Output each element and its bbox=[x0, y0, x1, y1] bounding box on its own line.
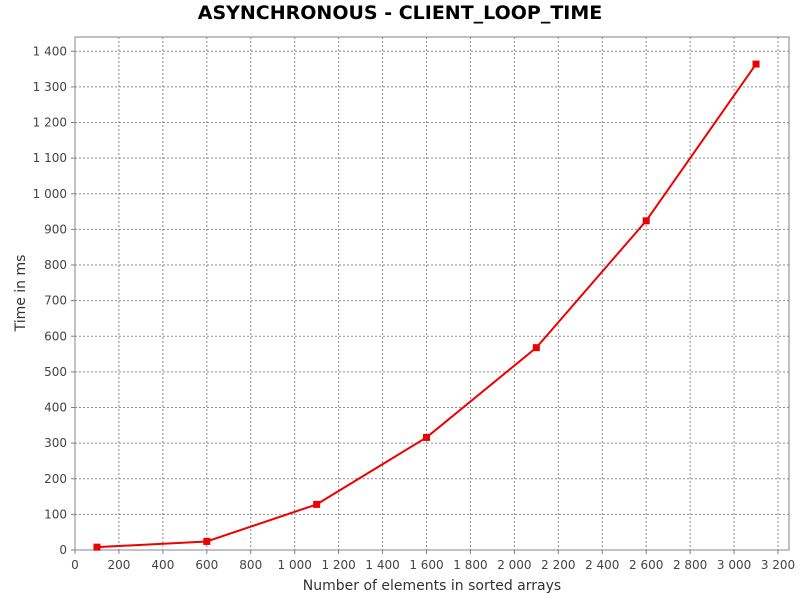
y-tick-label: 1 400 bbox=[33, 44, 67, 58]
x-axis-label: Number of elements in sorted arrays bbox=[303, 578, 561, 594]
data-point bbox=[532, 344, 540, 352]
plot-area bbox=[74, 36, 790, 551]
y-tick-label: 100 bbox=[44, 507, 67, 521]
x-tick-label: 400 bbox=[151, 558, 174, 572]
y-tick-label: 200 bbox=[44, 472, 67, 486]
data-point bbox=[423, 433, 431, 441]
x-tick-label: 1 400 bbox=[365, 558, 399, 572]
y-tick-label: 600 bbox=[44, 329, 67, 343]
x-tick-label: 2 200 bbox=[541, 558, 575, 572]
x-tick-label: 2 000 bbox=[497, 558, 531, 572]
grid-layer bbox=[74, 37, 789, 551]
x-tick-label: 800 bbox=[239, 558, 262, 572]
y-tick-label: 1 100 bbox=[33, 151, 67, 165]
x-tick-label: 1 000 bbox=[278, 558, 312, 572]
y-tick-label: 1 000 bbox=[33, 187, 67, 201]
x-tick-label: 600 bbox=[195, 558, 218, 572]
y-tick-label: 700 bbox=[44, 294, 67, 308]
chart-title: ASYNCHRONOUS - CLIENT_LOOP_TIME bbox=[197, 2, 603, 24]
x-tick-label: 200 bbox=[107, 558, 130, 572]
x-tick-label: 2 600 bbox=[629, 558, 663, 572]
data-point bbox=[752, 60, 760, 68]
x-tick-label: 3 000 bbox=[717, 558, 751, 572]
y-tick-label: 0 bbox=[59, 543, 67, 557]
data-point bbox=[313, 500, 321, 508]
data-point bbox=[93, 543, 101, 551]
series-layer bbox=[93, 60, 760, 551]
data-point bbox=[203, 537, 211, 545]
x-tick-label: 3 200 bbox=[761, 558, 795, 572]
x-tick-label: 1 600 bbox=[409, 558, 443, 572]
y-tick-label: 900 bbox=[44, 222, 67, 236]
y-tick-label: 800 bbox=[44, 258, 67, 272]
y-tick-label: 500 bbox=[44, 365, 67, 379]
y-tick-label: 300 bbox=[44, 436, 67, 450]
x-tick-label: 1 800 bbox=[453, 558, 487, 572]
x-tick-label: 1 200 bbox=[321, 558, 355, 572]
y-tick-label: 1 300 bbox=[33, 80, 67, 94]
x-tick-label: 2 400 bbox=[585, 558, 619, 572]
data-point bbox=[642, 217, 650, 225]
axis-layer: 0 200 400 600 800 1 000 1 200 1 400 1 600 1 800 2 … bbox=[33, 44, 796, 572]
y-tick-label: 400 bbox=[44, 401, 67, 415]
x-tick-label: 2 800 bbox=[673, 558, 707, 572]
x-tick-label: 0 bbox=[71, 558, 79, 572]
y-tick-label: 1 200 bbox=[33, 116, 67, 130]
y-axis-label: Time in ms bbox=[13, 255, 29, 333]
